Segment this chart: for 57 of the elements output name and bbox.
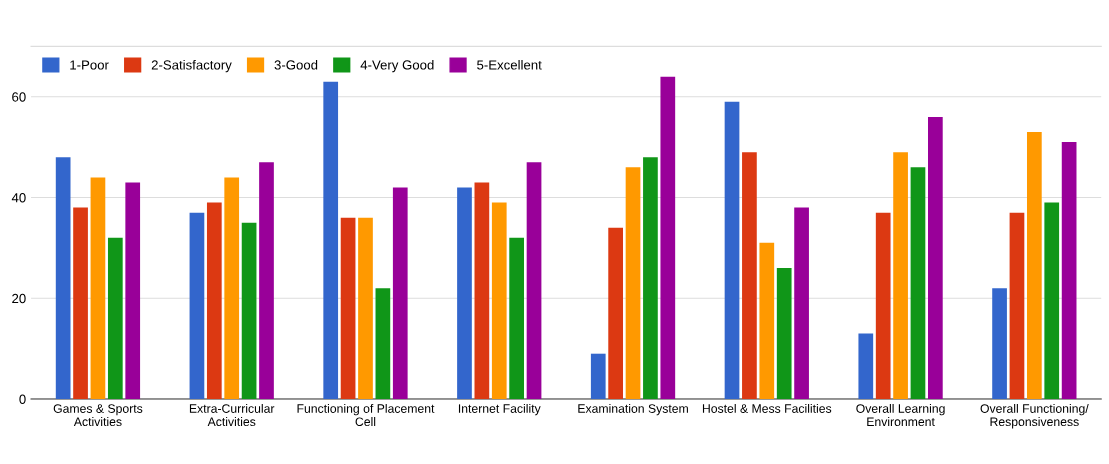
bar — [189, 212, 205, 400]
bar — [776, 268, 792, 400]
bar — [340, 217, 356, 400]
bar — [625, 167, 641, 400]
x-tick-label: Extra-Curricular Activities — [189, 403, 275, 427]
bar — [375, 288, 391, 400]
bar — [457, 187, 472, 400]
legend-label: 4-Very Good — [360, 59, 434, 73]
y-tick-label: 0 — [19, 394, 26, 404]
bar — [992, 288, 1007, 400]
bar — [910, 167, 926, 400]
bar — [759, 242, 775, 400]
bar — [1009, 212, 1025, 400]
legend-label: 1-Poor — [70, 60, 109, 70]
x-tick-label: Overall Functioning/ Responsiveness — [980, 403, 1089, 429]
bar — [928, 116, 943, 400]
y-tick-label: 40 — [11, 193, 26, 203]
bar — [1026, 132, 1042, 400]
bar — [742, 152, 757, 400]
bar — [643, 157, 658, 400]
bar — [491, 202, 507, 400]
x-tick-label: Overall Learning Environment — [856, 403, 945, 427]
bar — [1044, 202, 1060, 400]
bar — [526, 162, 542, 400]
legend-label: 2-Satisfactory — [151, 59, 232, 73]
bar — [509, 237, 525, 400]
bar — [55, 157, 71, 400]
bar — [259, 162, 274, 400]
x-tick-label: Hostel & Mess Facilities — [702, 403, 832, 413]
bar — [893, 152, 908, 400]
bar — [794, 207, 809, 400]
legend-label: 3-Good — [274, 59, 318, 70]
bar — [107, 237, 123, 400]
bar — [1061, 142, 1077, 400]
x-tick-label: Internet Facility — [458, 403, 541, 416]
x-tick-label: Examination System — [578, 403, 688, 416]
x-tick-label: Functioning of Placement Cell — [297, 403, 435, 427]
bar — [875, 212, 891, 400]
bar — [90, 177, 106, 400]
bar — [323, 81, 339, 400]
bar — [125, 182, 141, 400]
y-tick-label: 20 — [12, 293, 26, 304]
bar — [724, 101, 740, 400]
bar — [474, 182, 490, 400]
bar — [224, 177, 240, 400]
x-tick-label: Games & Sports Activities — [53, 404, 143, 427]
bar — [590, 353, 606, 400]
bar — [660, 76, 676, 400]
y-tick-label: 60 — [12, 92, 26, 102]
bar — [392, 187, 408, 400]
bar — [73, 207, 88, 400]
bar — [358, 217, 373, 400]
bar — [608, 227, 623, 400]
legend-label: 5-Excellent — [477, 59, 542, 70]
bar — [858, 333, 874, 400]
bar — [206, 202, 222, 400]
bar — [241, 222, 257, 400]
